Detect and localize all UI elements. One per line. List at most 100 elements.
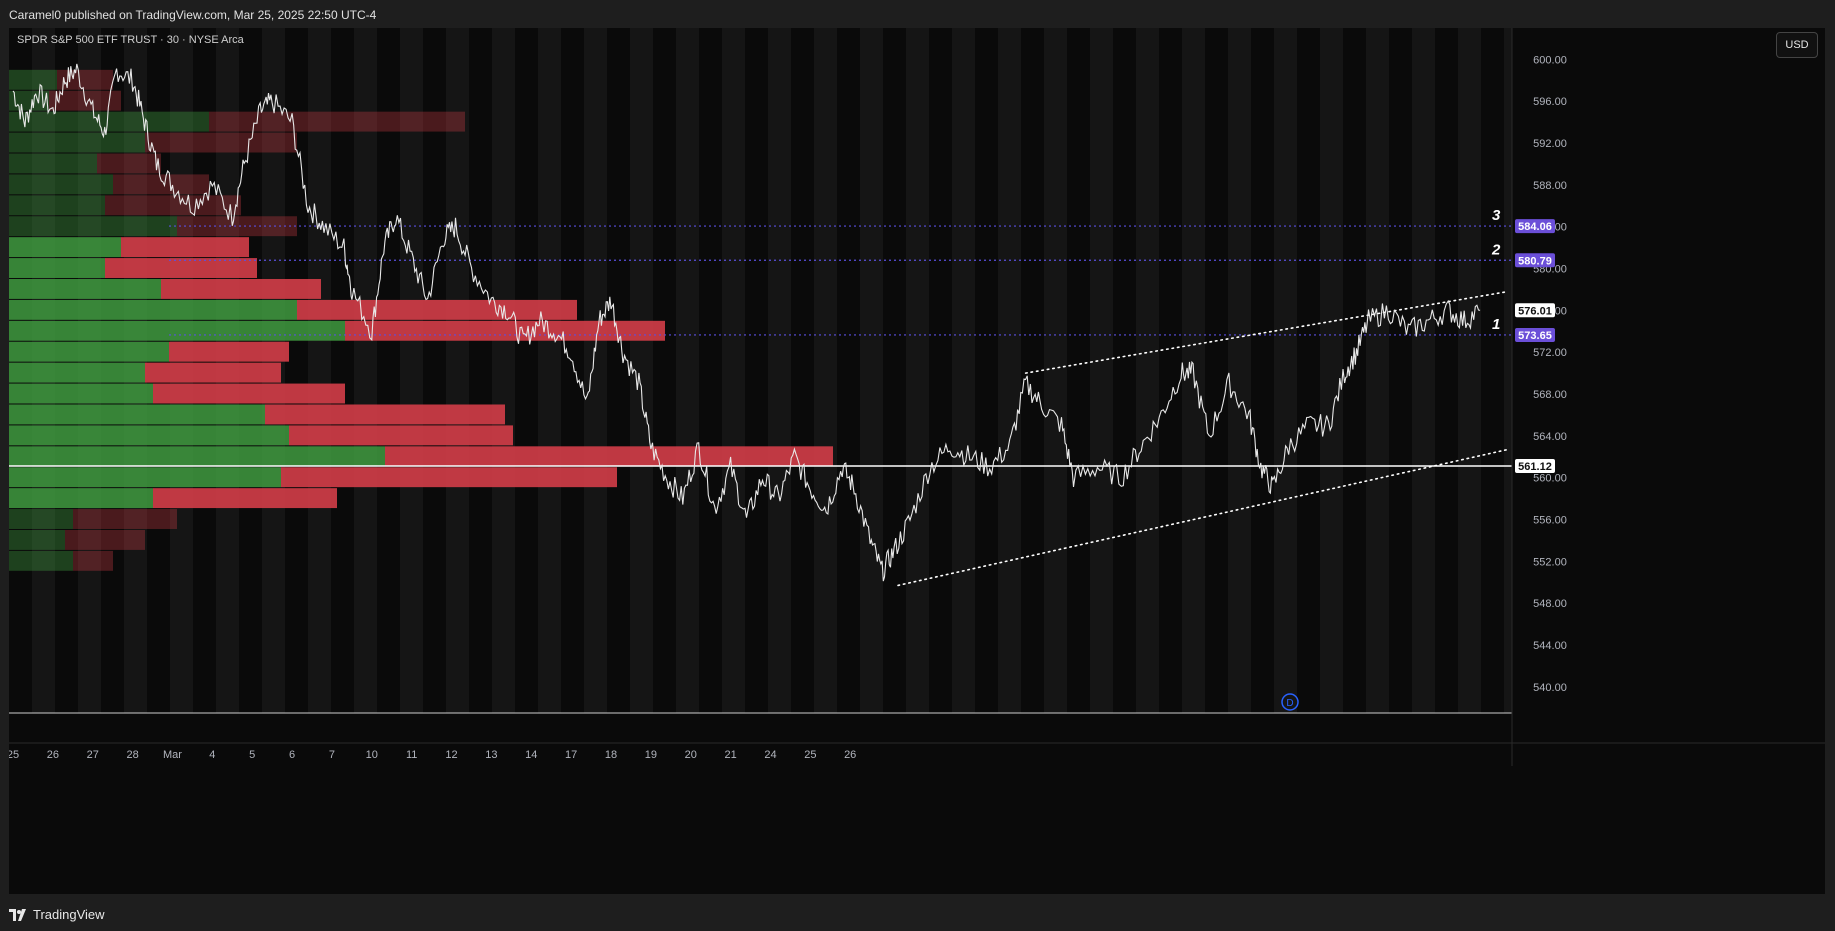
time-band	[1458, 28, 1481, 713]
time-band	[1136, 28, 1159, 713]
tradingview-brand[interactable]: TradingView	[9, 907, 105, 922]
time-tick-label: Mar	[163, 749, 182, 761]
level-price-badge: 580.79	[1515, 253, 1555, 268]
volume-profile-buy-bar	[9, 425, 289, 446]
tradingview-logo-icon	[9, 908, 26, 921]
level-price-badge: 584.06	[1515, 219, 1555, 234]
time-tick-label: 21	[724, 749, 736, 761]
price-series-line	[12, 63, 1481, 582]
dividend-marker[interactable]: D	[1281, 693, 1299, 711]
volume-profile-sell-bar	[121, 237, 249, 258]
volume-profile-sell-bar	[73, 509, 177, 529]
time-tick-label: 27	[87, 749, 99, 761]
price-tick-label: 540.00	[1533, 682, 1567, 694]
publish-header: Caramel0 published on TradingView.com, M…	[0, 0, 1835, 28]
volume-profile-buy-bar	[9, 383, 153, 404]
volume-profile-sell-bar	[57, 69, 113, 90]
time-tick-label: 4	[209, 749, 215, 761]
time-axis: 25 26 27 28 Mar 4 5 6 7 10 11 12 13 14 17 18 19 20 21 24 25 2…	[9, 749, 856, 761]
volume-profile-sell-bar	[169, 341, 289, 362]
volume-profile-sell-bar	[281, 467, 617, 488]
price-tick-label: 596.00	[1533, 96, 1567, 108]
volume-profile-buy-bar	[9, 174, 113, 195]
price-tick-label: 592.00	[1533, 138, 1567, 150]
volume-profile	[9, 69, 833, 571]
time-band	[308, 28, 331, 713]
time-band	[354, 28, 377, 713]
time-band	[1090, 28, 1113, 713]
time-band	[1412, 28, 1435, 713]
level-price-badge-box	[1515, 327, 1555, 342]
footer-bar	[0, 894, 1835, 931]
volume-profile-sell-bar	[65, 529, 145, 550]
level-marker-label: 3	[1492, 207, 1501, 224]
poc-price-badge: 561.12	[1515, 458, 1555, 473]
volume-profile-sell-bar	[297, 299, 577, 320]
volume-profile-sell-bar	[177, 216, 297, 237]
volume-profile-buy-bar	[9, 132, 145, 153]
level-price-badge-box	[1515, 253, 1555, 268]
volume-profile-sell-bar	[73, 550, 113, 571]
volume-profile-sell-bar	[345, 320, 665, 341]
time-band	[998, 28, 1021, 713]
level-marker-label: 2	[1491, 241, 1501, 258]
time-band	[1366, 28, 1389, 713]
volume-profile-buy-bar	[9, 529, 65, 550]
price-chart[interactable]: 321540.00544.00548.00552.00556.00560.005…	[9, 28, 1825, 894]
poc-price-badge-text: 561.12	[1518, 461, 1552, 473]
level-price-badge-text: 573.65	[1518, 330, 1552, 342]
volume-profile-sell-bar	[97, 153, 161, 174]
time-tick-label: 10	[366, 749, 378, 761]
price-tick-label: 552.00	[1533, 556, 1567, 568]
last-price-badge-text: 576.01	[1518, 305, 1552, 317]
time-band	[860, 28, 883, 713]
volume-profile-buy-bar	[9, 509, 73, 529]
time-band	[1274, 28, 1297, 713]
price-axis: 540.00 544.00 548.00 552.00 556.00 560.00 564.…	[1512, 28, 1825, 714]
last-price-badge-box	[1515, 303, 1555, 318]
currency-button[interactable]: USD	[1776, 32, 1818, 58]
price-tick-label: 588.00	[1533, 180, 1567, 192]
price-tick-label: 568.00	[1533, 389, 1567, 401]
price-tick-label: 572.00	[1533, 347, 1567, 359]
time-band	[538, 28, 561, 713]
time-tick-label: 12	[445, 749, 457, 761]
level-price-badge-text: 584.06	[1518, 221, 1552, 233]
channel-trendline	[897, 448, 1509, 587]
time-band	[1228, 28, 1251, 713]
volume-profile-buy-bar	[9, 341, 169, 362]
time-bands	[32, 28, 1512, 713]
time-band	[1044, 28, 1067, 713]
time-tick-label: 6	[289, 749, 295, 761]
brand-label: TradingView	[33, 907, 105, 922]
volume-profile-buy-bar	[9, 237, 121, 258]
volume-profile-buy-bar	[9, 446, 385, 467]
time-tick-label: 7	[329, 749, 335, 761]
price-tick-label: 556.00	[1533, 515, 1567, 527]
volume-profile-buy-bar	[9, 258, 105, 278]
time-band	[1504, 28, 1512, 713]
time-tick-label: 28	[126, 749, 138, 761]
symbol-title: SPDR S&P 500 ETF TRUST · 30 · NYSE Arca	[17, 34, 244, 46]
poc-price-badge-box	[1515, 458, 1555, 473]
level-price-badge-box	[1515, 219, 1555, 234]
time-band	[400, 28, 423, 713]
price-tick-label: 544.00	[1533, 640, 1567, 652]
volume-profile-buy-bar	[9, 195, 105, 216]
time-tick-label: 14	[525, 749, 537, 761]
time-band	[952, 28, 975, 713]
time-tick-label: 20	[685, 749, 697, 761]
volume-profile-sell-bar	[113, 174, 209, 195]
volume-profile-buy-bar	[9, 299, 297, 320]
time-tick-label: 11	[406, 749, 417, 761]
volume-profile-sell-bar	[145, 132, 297, 153]
volume-profile-buy-bar	[9, 467, 281, 488]
dividend-icon	[1281, 693, 1299, 711]
volume-profile-buy-bar	[9, 111, 209, 132]
time-tick-label: 5	[249, 749, 255, 761]
time-tick-label: 17	[565, 749, 577, 761]
time-tick-label: 26	[47, 749, 59, 761]
volume-profile-buy-bar	[9, 69, 57, 90]
price-tick-label: 600.00	[1533, 54, 1567, 66]
time-tick-label: 25	[9, 749, 19, 761]
